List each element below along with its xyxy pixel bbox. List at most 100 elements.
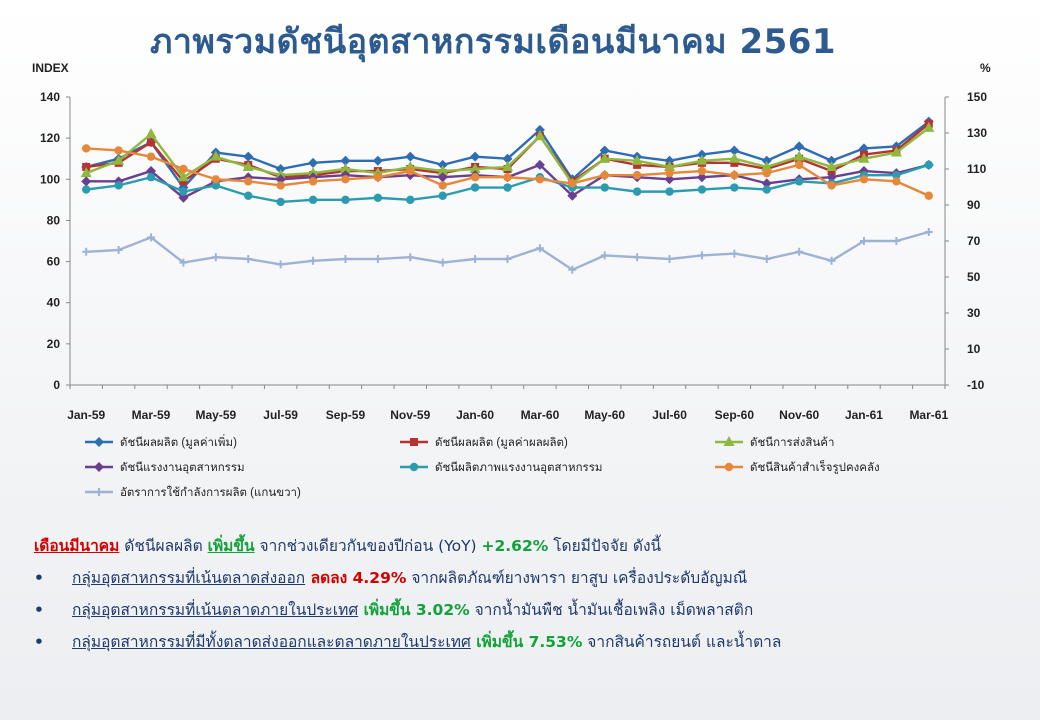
data-point-series-6	[308, 177, 318, 186]
increase-label: เพิ่มขึ้น	[207, 537, 255, 555]
data-point-series-7	[471, 255, 480, 263]
data-point-series-4	[567, 190, 578, 201]
right-tick-label: 90	[967, 198, 981, 212]
bullet-change: ลดลง 4.29%	[305, 569, 407, 587]
data-point-series-3	[923, 121, 935, 132]
data-point-series-3	[728, 152, 740, 163]
data-point-series-3	[242, 160, 254, 171]
data-point-series-6	[341, 175, 350, 184]
x-tick-label: Sep-59	[326, 408, 366, 422]
data-point-series-3	[890, 146, 902, 157]
data-point-series-5	[179, 187, 188, 196]
legend-marker	[94, 462, 104, 472]
data-point-series-1	[794, 141, 805, 152]
bullet-detail: จากสินค้ารถยนต์ และน้ำตาล	[582, 633, 782, 651]
data-point-series-7	[730, 249, 739, 258]
data-point-series-5	[341, 195, 350, 205]
data-point-series-3	[664, 160, 676, 171]
data-point-series-6	[114, 146, 123, 155]
data-point-series-7	[795, 247, 804, 256]
data-point-series-3	[761, 160, 773, 171]
data-point-series-5	[470, 183, 480, 192]
data-point-series-7	[211, 253, 220, 262]
left-tick-label: 40	[47, 296, 61, 310]
data-point-series-4	[275, 174, 286, 185]
summary-text-3: โดยมีปัจจัย ดังนี้	[548, 537, 662, 555]
bullet-icon: •	[34, 569, 44, 587]
yoy-value: +2.62%	[481, 537, 549, 555]
data-point-series-6	[568, 179, 577, 188]
right-tick-label: 110	[967, 162, 987, 176]
bullet-export: • กลุ่มอุตสาหกรรมที่เน้นตลาดส่งออก ลดลง 4…	[34, 562, 1034, 594]
data-point-series-7	[82, 247, 91, 256]
bullet-group-label: กลุ่มอุตสาหกรรมที่เน้นตลาดภายในประเทศ	[72, 601, 359, 619]
data-point-series-1	[340, 155, 351, 166]
data-point-series-5	[794, 177, 804, 186]
data-point-series-7	[438, 258, 447, 267]
left-tick-label: 120	[40, 131, 60, 145]
bullet-mixed: • กลุ่มอุตสาหกรรมที่มีทั้งตลาดส่งออกและตล…	[34, 626, 1034, 658]
legend-marker	[95, 488, 103, 496]
data-point-series-1	[437, 159, 448, 170]
month-label: เดือนมีนาคม	[34, 537, 120, 555]
data-point-series-5	[762, 185, 771, 194]
data-point-series-1	[599, 145, 610, 156]
data-point-series-2	[82, 162, 91, 171]
data-point-series-6	[827, 181, 836, 190]
data-point-series-7	[373, 255, 382, 263]
data-point-series-2	[730, 158, 739, 167]
data-point-series-3	[599, 152, 611, 163]
bullet-change: เพิ่มขึ้น 7.53%	[470, 633, 583, 651]
data-point-series-3	[696, 154, 708, 165]
legend-marker	[410, 438, 418, 446]
bullet-domestic: • กลุ่มอุตสาหกรรมที่เน้นตลาดภายในประเทศ เ…	[34, 594, 1034, 626]
bullet-change: เพิ่มขึ้น 3.02%	[358, 601, 470, 619]
right-tick-label: -10	[967, 378, 985, 392]
data-point-series-6	[892, 177, 901, 186]
data-point-series-7	[859, 237, 868, 245]
data-point-series-5	[146, 173, 156, 182]
data-point-series-7	[697, 251, 706, 260]
data-point-series-1	[275, 164, 286, 174]
data-point-series-4	[826, 172, 837, 183]
data-point-series-7	[892, 237, 901, 245]
data-point-series-5	[373, 193, 383, 202]
bullet-detail: จากน้ำมันพืช น้ำมันเชื้อเพลิง เม็ดพลาสติ…	[469, 601, 754, 619]
data-point-series-4	[534, 159, 545, 170]
page-title: ภาพรวมดัชนีอุตสาหกรรมเดือนมีนาคม 2561	[150, 22, 837, 62]
data-point-series-5	[730, 183, 739, 192]
data-point-series-6	[600, 170, 609, 180]
data-point-series-3	[502, 160, 513, 171]
data-point-series-4	[437, 172, 448, 183]
data-point-series-7	[309, 256, 318, 265]
data-point-series-1	[826, 155, 837, 166]
legend-label: ดัชนีแรงงานอุตสาหกรรม	[120, 461, 245, 474]
data-point-series-3	[339, 163, 351, 173]
data-point-series-3	[631, 154, 643, 165]
summary-text-1: ดัชนีผลผลิต	[119, 537, 208, 555]
left-axis-title: INDEX	[32, 61, 69, 75]
data-point-series-7	[827, 256, 836, 265]
x-tick-label: Nov-59	[390, 408, 430, 422]
data-point-series-6	[697, 166, 707, 176]
data-point-series-6	[503, 173, 512, 182]
data-point-series-4	[761, 178, 772, 189]
data-point-series-6	[924, 191, 933, 200]
data-point-series-7	[406, 253, 415, 262]
data-point-series-3	[534, 130, 546, 141]
bullet-group-label: กลุ่มอุตสาหกรรมที่มีทั้งตลาดส่งออกและตลา…	[72, 633, 471, 651]
x-tick-label: Mar-59	[132, 408, 171, 422]
data-point-series-4	[664, 174, 675, 185]
data-point-series-6	[276, 181, 285, 190]
data-point-series-6	[211, 175, 221, 184]
data-point-series-5	[406, 195, 415, 205]
data-point-series-5	[211, 181, 221, 190]
data-point-series-7	[665, 255, 674, 263]
bullet-icon: •	[34, 601, 44, 619]
right-tick-label: 30	[967, 306, 981, 320]
left-tick-label: 80	[47, 213, 61, 227]
legend-marker	[94, 437, 104, 447]
data-point-series-6	[470, 173, 480, 182]
data-point-series-5	[114, 181, 123, 190]
